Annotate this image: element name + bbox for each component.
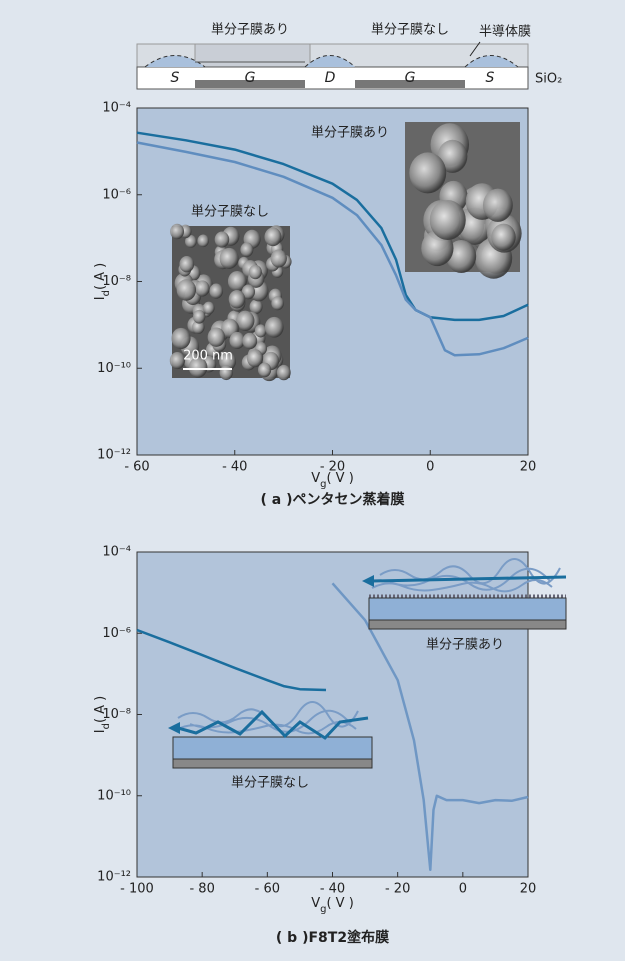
y-tick-label: 10⁻⁶	[102, 626, 131, 641]
x-axis-label-part: ( V )	[326, 471, 353, 486]
electrode-label: S	[486, 70, 495, 86]
grain	[483, 189, 513, 222]
grain	[258, 363, 271, 378]
grain	[229, 290, 246, 308]
electrode-label: G	[405, 70, 416, 86]
x-tick-label: 20	[520, 882, 537, 897]
grain	[220, 248, 239, 269]
grain	[179, 256, 194, 272]
diagram-label: 単分子膜あり	[211, 22, 289, 38]
grain	[240, 243, 253, 257]
grain	[271, 249, 287, 267]
grain	[220, 365, 233, 380]
y-axis-label-part: ( A )	[93, 696, 108, 723]
caption: ( a )ペンタセン蒸着膜	[261, 491, 405, 508]
x-tick-label: - 40	[320, 882, 345, 897]
y-tick-label: 10⁻⁴	[102, 101, 131, 116]
electrode-label: D	[325, 70, 336, 86]
grain	[215, 231, 230, 247]
grain	[242, 333, 257, 349]
grain	[170, 224, 184, 239]
diagram-label: SiO₂	[535, 72, 562, 87]
grain	[491, 224, 515, 251]
diagram-label: 単分子膜なし	[371, 22, 449, 38]
grain	[209, 284, 223, 299]
grain	[271, 296, 284, 310]
grain	[409, 152, 446, 193]
y-axis-label-part: ( A )	[93, 263, 108, 290]
y-tick-label: 10⁻⁶	[102, 187, 131, 202]
grain	[430, 200, 466, 240]
grain	[193, 310, 205, 324]
film-slab	[369, 598, 566, 620]
x-axis-label: Vg( V )	[311, 471, 354, 490]
x-axis-label-part: V	[311, 896, 320, 911]
grain	[265, 317, 284, 338]
x-tick-label: 0	[459, 882, 467, 897]
x-tick-label: - 20	[385, 882, 410, 897]
film-slab	[173, 737, 372, 759]
sam-region	[195, 44, 310, 67]
annotation: 単分子膜あり	[426, 637, 504, 653]
annotation: 単分子膜あり	[311, 125, 389, 141]
y-tick-label: 10⁻¹⁰	[97, 361, 131, 376]
grain	[203, 302, 215, 315]
x-tick-label: - 80	[189, 882, 214, 897]
grain	[277, 365, 291, 380]
y-tick-label: 10⁻⁴	[102, 545, 131, 560]
x-tick-label: - 60	[255, 882, 280, 897]
annotation: 単分子膜なし	[191, 204, 269, 220]
x-tick-label: - 100	[120, 882, 154, 897]
electrode-label: G	[245, 70, 256, 86]
substrate-slab	[369, 620, 566, 629]
grain	[195, 280, 210, 296]
x-tick-label: 20	[520, 460, 537, 475]
grain	[177, 279, 196, 301]
device-diagram: S G D G S 単分子膜あり 単分子膜なし 半導体膜 SiO₂	[137, 22, 562, 90]
diagram-label: 半導体膜	[479, 25, 531, 40]
substrate-slab	[173, 759, 372, 768]
caption: ( b )F8T2塗布膜	[276, 929, 389, 946]
y-tick-label: 10⁻¹⁰	[97, 788, 131, 803]
figure: S G D G S 単分子膜あり 単分子膜なし 半導体膜 SiO₂ 10⁻¹²1…	[0, 0, 625, 961]
grain	[208, 328, 225, 347]
electrode-label: S	[171, 70, 180, 86]
x-axis-label: Vg( V )	[311, 896, 354, 915]
x-axis-label-part: ( V )	[326, 896, 353, 911]
grain	[198, 234, 209, 247]
x-axis-label-part: V	[311, 471, 320, 486]
x-tick-label: - 40	[222, 460, 247, 475]
x-tick-label: 0	[426, 460, 434, 475]
grain	[264, 227, 281, 246]
grain	[255, 324, 267, 337]
grain	[171, 328, 190, 349]
scale-label: 200 nm	[183, 349, 233, 364]
x-tick-label: - 60	[124, 460, 149, 475]
grain	[249, 265, 262, 279]
annotation: 単分子膜なし	[231, 775, 309, 791]
